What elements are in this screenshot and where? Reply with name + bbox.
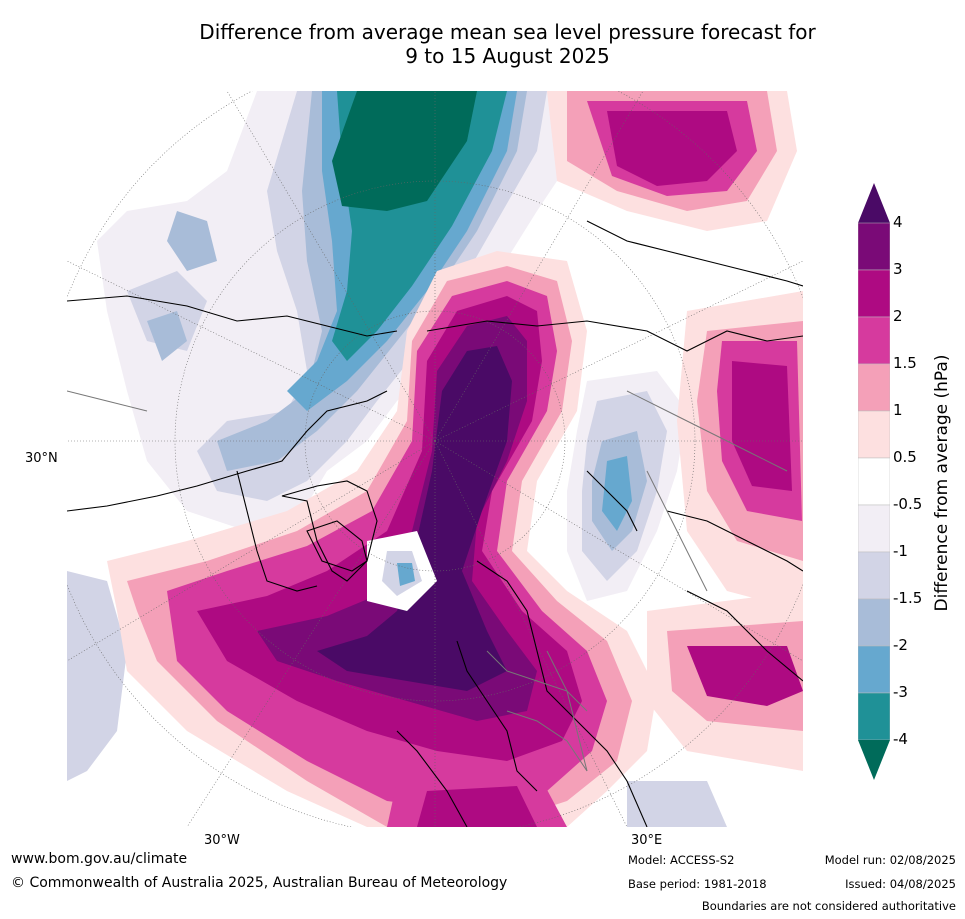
colorbar-tick-label: 2: [893, 307, 903, 325]
colorbar-bin: [858, 504, 890, 553]
colorbar-tick-label: -0.5: [893, 495, 923, 513]
footer-url[interactable]: www.bom.gov.au/climate: [11, 851, 188, 867]
lat-label-30n: 30°N: [25, 451, 58, 466]
footer-issued: Issued: 04/08/2025: [845, 877, 956, 891]
colorbar-tick-label: -1: [893, 542, 908, 560]
footer-base-period: Base period: 1981-2018: [628, 877, 767, 891]
colorbar-bin: [858, 410, 890, 459]
colorbar-bin: [858, 222, 890, 271]
lon-label-30w: 30°W: [204, 833, 240, 848]
footer-model-run: Model run: 02/08/2025: [824, 853, 956, 867]
country-borders: [67, 390, 788, 772]
colorbar-tick-label: 1: [893, 401, 903, 419]
pressure-anomaly-map: [67, 91, 803, 827]
colorbar-tick-label: -1.5: [893, 589, 923, 607]
colorbar-bin: [858, 457, 890, 506]
colorbar-over-arrow: [858, 183, 890, 223]
coastlines: [67, 220, 803, 827]
footer-copyright: © Commonwealth of Australia 2025, Austra…: [11, 875, 508, 891]
footer-boundaries-note: Boundaries are not considered authoritat…: [701, 899, 956, 913]
title-line-2: 9 to 15 August 2025: [405, 44, 610, 68]
title-line-1: Difference from average mean sea level p…: [199, 20, 816, 44]
positive-anomaly-other: [387, 91, 803, 827]
lon-label-30e: 30°E: [631, 833, 663, 848]
colorbar-tick-label: -4: [893, 730, 908, 748]
colorbar-bin: [858, 269, 890, 318]
colorbar-bin: [858, 645, 890, 694]
colorbar-tick-label: 4: [893, 213, 903, 231]
colorbar-under-arrow: [858, 740, 890, 780]
map-title: Difference from average mean sea level p…: [0, 20, 965, 68]
colorbar: [858, 183, 890, 780]
colorbar-tick-label: 1.5: [893, 354, 917, 372]
colorbar-tick-label: -2: [893, 636, 908, 654]
colorbar-title: Difference from average (hPa): [932, 354, 952, 612]
footer-model: Model: ACCESS-S2: [628, 853, 735, 867]
colorbar-bin: [858, 598, 890, 647]
colorbar-bin: [858, 551, 890, 600]
colorbar-bin: [858, 692, 890, 741]
colorbar-bin: [858, 363, 890, 412]
colorbar-tick-label: -3: [893, 683, 908, 701]
graticule: [67, 91, 803, 827]
colorbar-tick-label: 0.5: [893, 448, 917, 466]
colorbar-bin: [858, 316, 890, 365]
negative-anomaly-asia: [67, 371, 727, 827]
colorbar-tick-label: 3: [893, 260, 903, 278]
negative-anomaly-pacific: [97, 91, 587, 531]
